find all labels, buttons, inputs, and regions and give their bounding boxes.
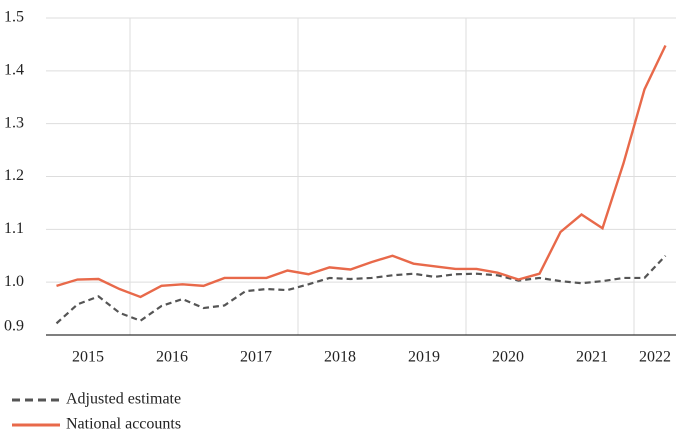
y-tick-label: 0.9	[4, 318, 24, 335]
y-tick-label: 1.3	[4, 114, 24, 131]
legend-label: National accounts	[66, 416, 181, 433]
y-tick-label: 1.4	[4, 62, 24, 79]
series-line	[56, 44, 667, 299]
y-tick-label: 1.0	[4, 273, 24, 290]
x-tick-label: 2018	[324, 349, 356, 366]
x-tick-label: 2017	[240, 349, 272, 366]
y-tick-label: 1.2	[4, 167, 24, 184]
legend-label: Adjusted estimate	[66, 391, 181, 408]
x-tick-label: 2021	[576, 349, 608, 366]
y-tick-label: 1.5	[4, 9, 24, 26]
x-tick-label: 2016	[156, 349, 188, 366]
series-line	[55, 254, 667, 325]
x-tick-label: 2015	[72, 349, 104, 366]
x-tick-label: 2020	[492, 349, 524, 366]
y-tick-label: 1.1	[4, 220, 24, 237]
x-tick-label: 2019	[408, 349, 440, 366]
x-tick-label: 2022	[639, 349, 671, 366]
